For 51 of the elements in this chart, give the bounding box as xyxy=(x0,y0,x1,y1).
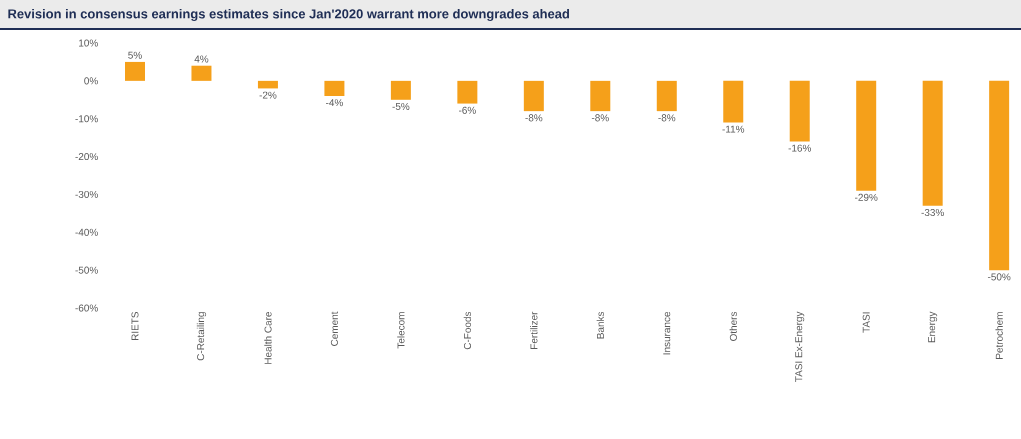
bar xyxy=(590,80,611,112)
data-label: -50% xyxy=(987,273,1011,281)
x-tick-label: RIETS xyxy=(131,311,139,341)
y-tick-label: -20% xyxy=(75,153,98,161)
x-tick-label: Insurance xyxy=(663,311,671,355)
bar xyxy=(390,80,411,100)
data-label: -8% xyxy=(591,114,609,122)
y-tick-label: 0% xyxy=(84,77,98,85)
chart-title: Revision in consensus earnings estimates since Jan'2020 warrant more downgrades ahead xyxy=(8,8,570,22)
data-label: -4% xyxy=(325,99,343,107)
data-label: 4% xyxy=(194,55,209,63)
x-tick-label: TASI Ex-Energy xyxy=(795,311,805,382)
data-label: -8% xyxy=(525,114,543,122)
data-label: -16% xyxy=(788,144,812,152)
x-tick-label: Health Care xyxy=(264,311,272,364)
bar xyxy=(523,80,544,112)
y-tick-label: -10% xyxy=(75,115,98,123)
data-label: -11% xyxy=(722,125,745,133)
x-tick-label: C-Foods xyxy=(463,311,472,350)
x-tick-label: Banks xyxy=(596,311,604,339)
y-tick-label: -60% xyxy=(75,304,98,312)
bar xyxy=(191,65,212,81)
bar xyxy=(723,80,744,123)
y-tick-label: -30% xyxy=(75,190,98,198)
data-label: -8% xyxy=(658,114,676,122)
x-tick-label: Petrochem xyxy=(995,312,1003,359)
x-tick-label: Fertilizer xyxy=(530,311,538,349)
bar xyxy=(656,80,677,112)
x-tick-label: Energy xyxy=(928,311,938,343)
y-tick-label: -50% xyxy=(75,266,98,274)
data-label: -33% xyxy=(921,208,944,217)
x-tick-label: TASI xyxy=(862,312,870,333)
bar xyxy=(989,80,1010,271)
data-label: -6% xyxy=(458,106,476,114)
bar xyxy=(922,80,943,206)
bar xyxy=(257,80,278,89)
x-tick-label: C-Retailing xyxy=(196,312,207,361)
x-tick-label: Telecom xyxy=(397,312,405,349)
data-label: -29% xyxy=(855,193,878,201)
y-tick-label: 10% xyxy=(79,39,98,47)
bar xyxy=(856,80,877,191)
bar xyxy=(124,61,145,81)
data-label: 5% xyxy=(128,51,142,59)
bar xyxy=(324,80,345,96)
data-label: -5% xyxy=(392,102,410,110)
y-tick-label: -40% xyxy=(75,228,98,236)
bar xyxy=(789,80,810,142)
x-tick-label: Others xyxy=(729,311,737,341)
bar xyxy=(457,80,478,104)
x-tick-label: Cement xyxy=(330,311,338,346)
data-label: -2% xyxy=(259,91,277,99)
